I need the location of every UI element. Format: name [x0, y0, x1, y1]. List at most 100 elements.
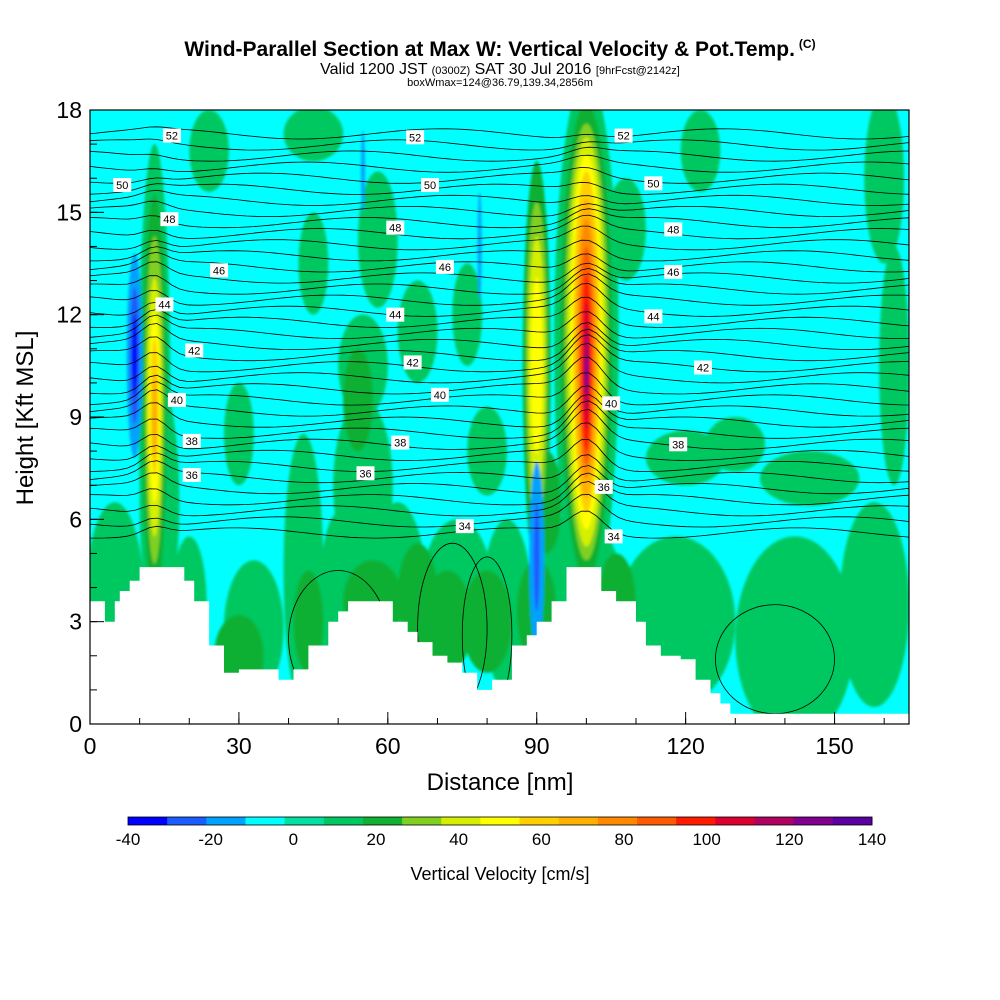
colorbar-swatch: [167, 817, 207, 825]
colorbar-tick-label: 20: [367, 830, 386, 849]
terrain-mask: [90, 567, 909, 724]
theta-label-box: [162, 128, 181, 143]
theta-label: 50: [113, 178, 132, 193]
theta-label: 34: [604, 529, 623, 544]
box-info: boxWmax=124@36.79,139.34,2856m: [407, 77, 593, 89]
valid-utc-text: (0300Z): [431, 65, 471, 77]
theta-label: 42: [403, 355, 422, 370]
theta-label-box: [430, 387, 449, 402]
colorbar-swatch: [597, 817, 638, 825]
y-tick-label: 3: [69, 609, 82, 635]
theta-label-box: [391, 435, 410, 450]
theta-label-text: 44: [158, 299, 170, 311]
theta-label-text: 52: [409, 132, 421, 144]
theta-label: 38: [182, 433, 201, 448]
velocity-cell: [533, 502, 540, 612]
theta-label-box: [386, 220, 405, 235]
theta-label: 52: [614, 128, 633, 143]
velocity-cell: [343, 348, 373, 452]
chart-subtitle: Valid 1200 JST (0300Z) SAT 30 Jul 2016 […: [0, 61, 1000, 79]
theta-label-box: [386, 307, 405, 322]
valid-date-text: SAT 30 Jul 2016: [474, 61, 592, 78]
theta-label-text: 38: [672, 439, 684, 451]
theta-label-text: 52: [617, 131, 629, 143]
theta-contour: [90, 393, 909, 428]
theta-contour: [90, 225, 909, 251]
theta-contour: [90, 311, 909, 339]
x-tick-label: 90: [524, 733, 550, 759]
theta-label-box: [435, 259, 454, 274]
theta-label-box: [669, 437, 688, 452]
colorbar-frame: [127, 816, 873, 826]
theta-label: 44: [155, 297, 174, 312]
theta-label: 36: [356, 466, 375, 481]
theta-contour: [90, 126, 909, 140]
theta-label-text: 34: [459, 521, 471, 533]
theta-label-box: [644, 176, 663, 191]
y-tick-label: 9: [69, 404, 82, 430]
velocity-cell: [477, 191, 482, 302]
velocity-cell: [298, 212, 329, 315]
theta-label: 40: [602, 396, 621, 411]
y-tick-label: 18: [56, 97, 82, 123]
theta-label-text: 46: [439, 262, 451, 274]
theta-label-text: 50: [424, 180, 436, 192]
velocity-cell: [189, 110, 229, 192]
colorbar-swatch: [245, 817, 286, 825]
colorbar-swatch: [793, 817, 834, 825]
theta-label-box: [664, 265, 683, 280]
theta-label: 42: [185, 343, 204, 358]
theta-contour: [90, 472, 909, 506]
y-axis-label: Height [Kft MSL]: [12, 331, 39, 506]
theta-label-text: 40: [171, 395, 183, 407]
theta-label-text: 48: [389, 223, 401, 235]
theta-label-box: [113, 178, 132, 193]
theta-label: 46: [664, 265, 683, 280]
theta-label-box: [604, 529, 623, 544]
theta-contour: [90, 283, 909, 317]
theta-contour: [90, 200, 909, 218]
theta-label: 44: [644, 309, 663, 324]
colorbar-swatch: [832, 817, 873, 825]
theta-label-box: [182, 433, 201, 448]
theta-label-text: 38: [394, 438, 406, 450]
theta-label-box: [664, 222, 683, 237]
x-tick-label: 0: [84, 733, 97, 759]
velocity-cell: [680, 110, 721, 192]
theta-label-text: 38: [186, 436, 198, 448]
theta-label-text: 36: [598, 482, 610, 494]
theta-label-box: [644, 309, 663, 324]
theta-label-text: 50: [116, 180, 128, 192]
colorbar-swatch: [128, 817, 168, 825]
theta-label: 48: [160, 212, 179, 227]
theta-label: 42: [694, 360, 713, 375]
theta-contour: [90, 465, 909, 495]
colorbar: -40 -20 0 20 40 60 80 100 120 140: [116, 816, 886, 849]
theta-label: 46: [210, 263, 229, 278]
theta-label-box: [602, 396, 621, 411]
theta-contour: [715, 604, 835, 715]
colorbar-swatch: [754, 817, 795, 825]
theta-contour: [90, 208, 909, 229]
velocity-cell: [467, 406, 507, 496]
theta-label: 52: [162, 128, 181, 143]
x-tick-label: 150: [815, 733, 853, 759]
theta-label-box: [406, 130, 425, 145]
theta-label: 34: [455, 519, 474, 534]
theta-label-box: [210, 263, 229, 278]
theta-contour: [90, 214, 909, 240]
theta-label: 44: [386, 307, 405, 322]
theta-contour: [90, 138, 909, 151]
colorbar-tick-label: 80: [615, 830, 634, 849]
y-tick-label: 15: [56, 199, 82, 225]
colorbar-swatch: [480, 817, 521, 825]
y-tick-label: 12: [56, 302, 82, 328]
theta-label: 38: [391, 435, 410, 450]
theta-label: 36: [182, 467, 201, 482]
theta-contour: [90, 439, 909, 473]
velocity-cell: [224, 382, 254, 486]
theta-label-text: 44: [647, 311, 659, 323]
colorbar-tick-label: 0: [289, 830, 298, 849]
theta-label: 50: [644, 176, 663, 191]
